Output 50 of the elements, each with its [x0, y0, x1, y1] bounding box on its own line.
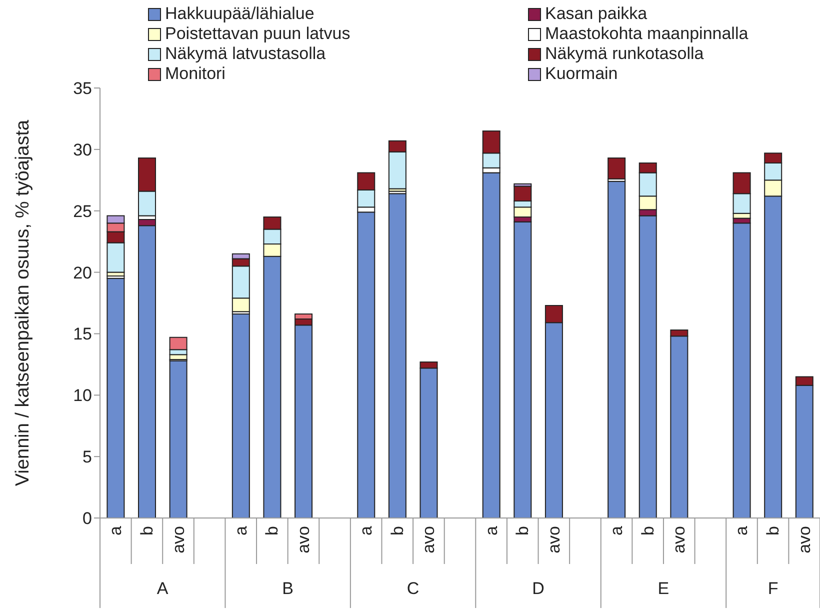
bar [608, 180, 626, 518]
legend-label: Monitori [165, 64, 226, 84]
legend-label: Poistettavan puun latvus [165, 24, 350, 44]
text: F [768, 579, 778, 598]
y-axis-title: Viennin / katseenpaikan osuus, % työajasta [12, 119, 34, 486]
x-tick-label: b [137, 526, 156, 536]
bar [106, 278, 125, 518]
x-tick-label: b [513, 526, 532, 536]
text: D [532, 579, 544, 598]
legend-label: Näkymä runkotasolla [545, 44, 704, 64]
text: A [156, 579, 169, 598]
y-tick-label: 15 [73, 324, 92, 344]
legend-label: Kasan paikka [545, 4, 648, 24]
y-tick-label: 10 [73, 386, 92, 406]
x-tick-label: a [732, 525, 752, 536]
x-tick-label: b [388, 526, 407, 536]
x-tick-label: b [764, 526, 783, 536]
bar [357, 212, 376, 518]
text: B [282, 579, 294, 598]
y-tick-label: 30 [73, 140, 92, 160]
bar [232, 314, 250, 518]
x-tick-label: a [106, 525, 126, 536]
x-tick-label: avo [419, 526, 438, 554]
x-tick-label: avo [168, 526, 188, 554]
bar [608, 158, 626, 180]
bar [388, 193, 406, 518]
x-tick-label: a [231, 525, 250, 536]
x-tick-label: a [356, 525, 376, 536]
y-tick-label: 5 [82, 448, 92, 467]
x-tick-label: avo [544, 526, 564, 554]
legend-label: Maastokohta maanpinnalla [545, 24, 748, 44]
bar [514, 221, 532, 518]
legend-label: Näkymä latvustasolla [165, 44, 326, 64]
bar [732, 222, 751, 518]
legend-label: Kuormain [545, 64, 618, 84]
x-tick-label: avo [670, 526, 689, 554]
y-tick-label: 20 [73, 263, 92, 282]
y-tick-label: 35 [73, 79, 92, 98]
y-tick-label: 25 [73, 202, 92, 221]
legend-label: Hakkuupää/lähialue [165, 4, 314, 24]
text: E [658, 579, 670, 598]
x-tick-label: avo [294, 526, 313, 554]
text: C [406, 579, 420, 598]
bar [482, 172, 500, 518]
y-tick-label: 0 [82, 509, 92, 528]
x-tick-label: a [607, 525, 626, 536]
x-tick-label: b [638, 526, 658, 536]
x-tick-label: avo [794, 526, 814, 554]
x-tick-label: a [482, 525, 501, 536]
x-tick-label: b [262, 526, 282, 536]
